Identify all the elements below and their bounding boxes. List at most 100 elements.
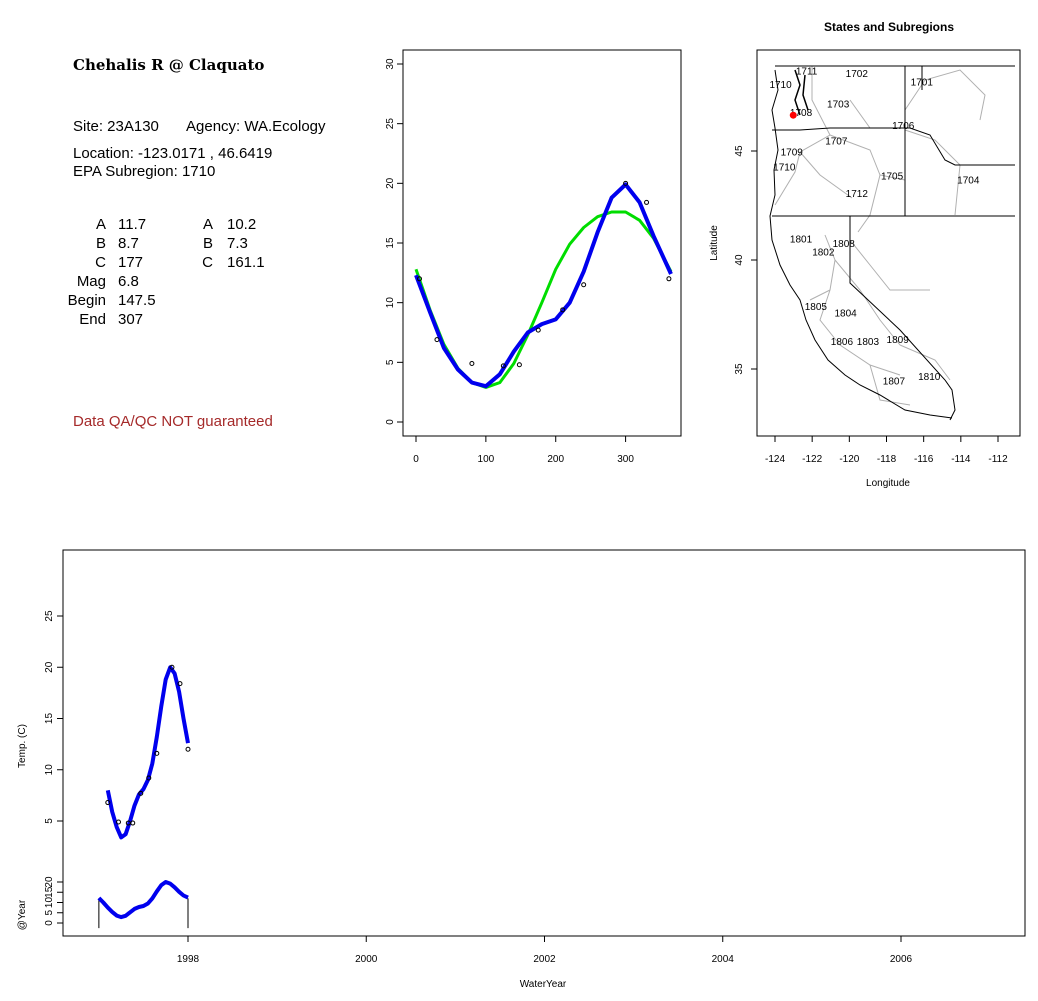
- map-x-tick-label: -112: [988, 454, 1008, 465]
- param-label: Begin: [67, 292, 106, 309]
- annual-y-tick-label: 15: [44, 886, 55, 898]
- subregion-label: 1704: [957, 176, 980, 187]
- param-value: 177: [118, 254, 144, 271]
- y-tick-label: 15: [385, 237, 396, 249]
- y-tick-label: 25: [385, 118, 396, 130]
- x-tick-label: 1998: [177, 954, 200, 965]
- puget-sound: [794, 69, 809, 116]
- data-point: [154, 750, 160, 756]
- param-label: C: [202, 254, 213, 271]
- x-tick-label: 100: [478, 454, 495, 465]
- y-tick-label: 20: [385, 177, 396, 189]
- data-point: [623, 180, 629, 186]
- subregion-label: 1710: [773, 163, 796, 174]
- annual-y-tick-label: 5: [44, 910, 55, 916]
- subregion-label: 1701: [911, 78, 934, 89]
- subregion-boundaries: [774, 66, 1015, 406]
- timeseries-xlabel: WaterYear: [520, 979, 567, 990]
- subregion-label: 1705: [881, 171, 904, 182]
- qa-note: Data QA/QC NOT guaranteed: [73, 413, 273, 430]
- param-label: B: [202, 235, 213, 252]
- x-tick-label: 2004: [712, 954, 735, 965]
- fit-line-blue: [414, 182, 673, 389]
- map-x-tick-label: -120: [839, 454, 859, 465]
- data-point: [138, 790, 144, 796]
- subregion-label: 1712: [846, 189, 869, 200]
- data-point: [516, 362, 522, 368]
- data-point: [105, 800, 111, 806]
- x-tick-label: 300: [617, 454, 634, 465]
- site-marker: [789, 111, 797, 119]
- map-x-tick-label: -122: [802, 454, 822, 465]
- map-y-tick-label: 35: [734, 363, 745, 375]
- seasonal-chart: 0 100 200 300 0 5 10 15 20 25 30: [385, 58, 673, 465]
- y-tick-label: 30: [385, 58, 396, 70]
- subregion-label: 1706: [892, 121, 915, 132]
- subregion-label: 1809: [887, 335, 910, 346]
- data-point: [500, 363, 506, 369]
- param-value: 6.8: [118, 273, 139, 290]
- subregion-label: 1703: [827, 99, 850, 110]
- y-tick-label: 20: [44, 661, 55, 673]
- state-boundaries: [772, 65, 1015, 421]
- annual-ylabel: @Year: [17, 899, 28, 930]
- annual-y-tick-label: 0: [44, 920, 55, 926]
- seasonal-chart-frame: [402, 49, 682, 437]
- y-tick-label: 10: [385, 297, 396, 309]
- map-x-tick-label: -116: [914, 454, 934, 465]
- subregion-label: 1708: [790, 108, 813, 119]
- location: Location: -123.0171 , 46.6419: [73, 145, 273, 162]
- param-label: C: [95, 254, 106, 271]
- x-tick-label: 2000: [355, 954, 378, 965]
- subregion-label: 1808: [833, 239, 856, 250]
- data-point: [416, 276, 422, 282]
- subregion-label: 1709: [781, 147, 804, 158]
- timeseries-ylabel: Temp. (C): [17, 724, 28, 768]
- annual-y-tick-label: 10: [44, 897, 55, 909]
- timeseries-frame: [62, 549, 1026, 937]
- map-y-tick-label: 45: [734, 145, 745, 157]
- x-tick-label: 2006: [890, 954, 913, 965]
- map-y-tick-label: 40: [734, 254, 745, 266]
- map-x-tick-label: -114: [951, 454, 971, 465]
- map-frame: [756, 49, 1021, 437]
- subregion-label: 1807: [883, 376, 906, 387]
- data-point: [644, 199, 650, 205]
- map-title: States and Subregions: [824, 20, 954, 34]
- param-value: 10.2: [227, 216, 257, 233]
- data-point: [146, 775, 152, 781]
- data-point: [434, 337, 440, 343]
- subregion-label: 1803: [857, 337, 880, 348]
- data-point: [130, 820, 136, 826]
- subregion-label: 1801: [790, 235, 813, 246]
- subregion-label: 1804: [834, 309, 857, 320]
- site-title: Chehalis R @ Claquato: [73, 56, 265, 74]
- x-tick-label: 200: [547, 454, 564, 465]
- subregion-label: 1802: [812, 248, 835, 259]
- param-value: 307: [118, 311, 144, 328]
- annual-fit-line: [97, 880, 189, 920]
- y-tick-label: 5: [44, 818, 55, 824]
- param-value: 7.3: [227, 235, 248, 252]
- x-tick-label: 0: [413, 454, 419, 465]
- x-tick-label: 2002: [533, 954, 556, 965]
- data-point: [560, 307, 566, 313]
- data-point: [581, 282, 587, 288]
- map-xlabel: Longitude: [866, 478, 910, 489]
- subregion-map: 1711 1702 1701 1710 1703 1708 1706 1707 1709 1710…: [769, 65, 1015, 421]
- data-point: [185, 746, 191, 752]
- subregion-label: 1710: [769, 80, 792, 91]
- site-id: Site: 23A130: [73, 118, 159, 135]
- y-tick-label: 15: [44, 713, 55, 725]
- subregion-label: 1806: [831, 337, 854, 348]
- subregion-label: 1711: [796, 67, 818, 78]
- data-point: [169, 664, 175, 670]
- y-tick-label: 25: [44, 610, 55, 622]
- param-label: End: [79, 311, 106, 328]
- param-value: 11.7: [118, 216, 147, 233]
- param-value: 8.7: [118, 235, 139, 252]
- subregion-label: 1805: [805, 302, 828, 313]
